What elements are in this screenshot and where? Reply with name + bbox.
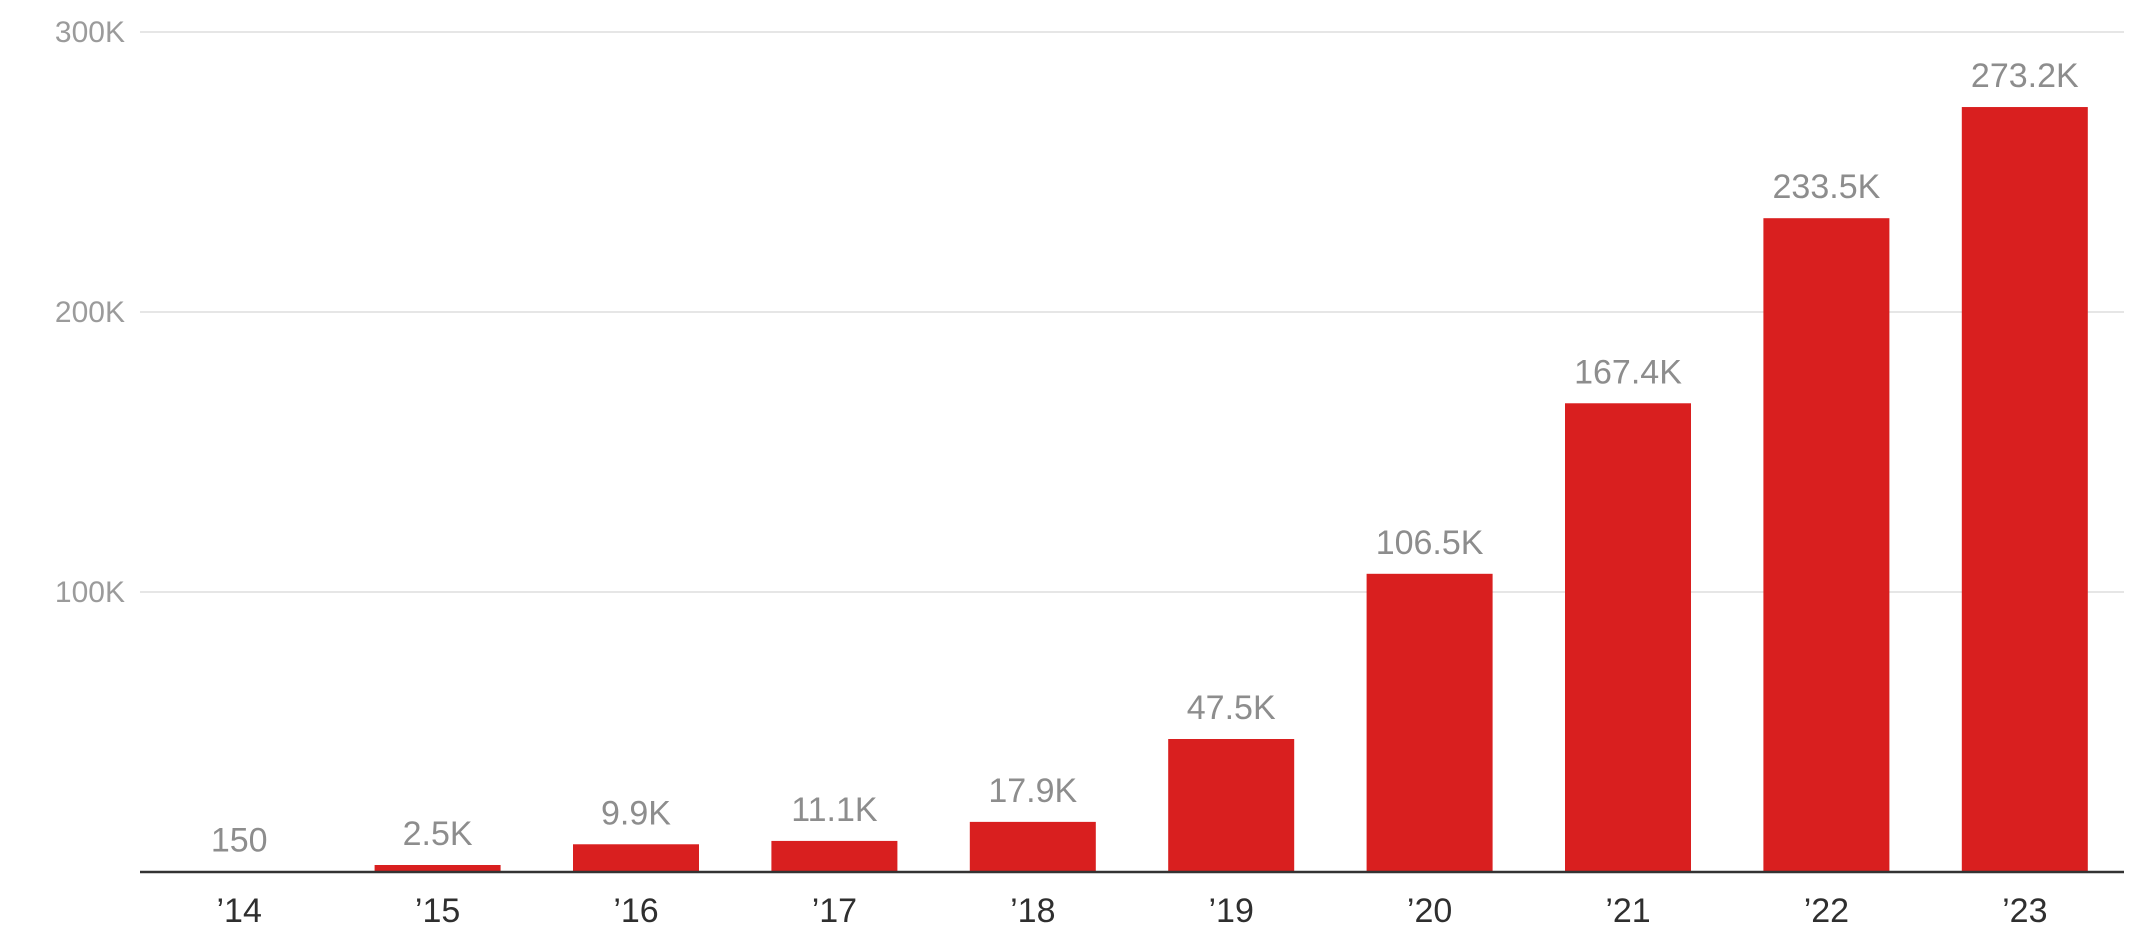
bar-3 [771, 840, 898, 872]
x-tick-label-4: ’18 [1010, 892, 1055, 930]
x-tick-label-5: ’19 [1209, 892, 1254, 930]
y-tick-label: 100K [55, 576, 125, 609]
x-tick-label-0: ’14 [217, 892, 262, 930]
data-label-5: 47.5K [1187, 689, 1276, 727]
data-label-6: 106.5K [1376, 524, 1484, 562]
y-tick-label: 300K [55, 16, 125, 49]
bar-4 [969, 821, 1096, 872]
bar-7 [1565, 403, 1691, 872]
data-label-1: 2.5K [403, 815, 473, 853]
y-axis-ticks-group: 100K 200K 300K [55, 16, 125, 609]
data-label-2: 9.9K [601, 794, 671, 832]
data-label-9: 273.2K [1971, 57, 2079, 95]
data-labels-group: 150 2.5K 9.9K 11.1K 17.9K 47.5K 106.5K 167.4K 23… [211, 57, 2079, 860]
x-tick-label-2: ’16 [613, 892, 658, 930]
x-tick-label-9: ’23 [2002, 892, 2047, 930]
x-tick-label-1: ’15 [415, 892, 460, 930]
data-label-8: 233.5K [1773, 168, 1881, 206]
bar-2 [573, 844, 699, 872]
x-tick-label-8: ’22 [1804, 892, 1849, 930]
y-tick-label: 200K [55, 296, 125, 329]
data-label-0: 150 [211, 822, 268, 860]
data-label-3: 11.1K [791, 791, 878, 829]
data-label-4: 17.9K [988, 772, 1077, 810]
bar-1 [374, 865, 501, 872]
x-tick-label-3: ’17 [812, 892, 857, 930]
bar-8 [1763, 218, 1890, 872]
bar-6 [1366, 573, 1493, 872]
bars-group [176, 107, 2088, 873]
x-tick-label-7: ’21 [1605, 892, 1650, 930]
x-tick-label-6: ’20 [1407, 892, 1452, 930]
x-axis-ticks-group: ’14 ’15 ’16 ’17 ’18 ’19 ’20 ’21 ’22 ’23 [217, 892, 2048, 930]
bar-5 [1168, 739, 1295, 872]
bar-9 [1961, 107, 2088, 873]
data-label-7: 167.4K [1574, 353, 1682, 391]
